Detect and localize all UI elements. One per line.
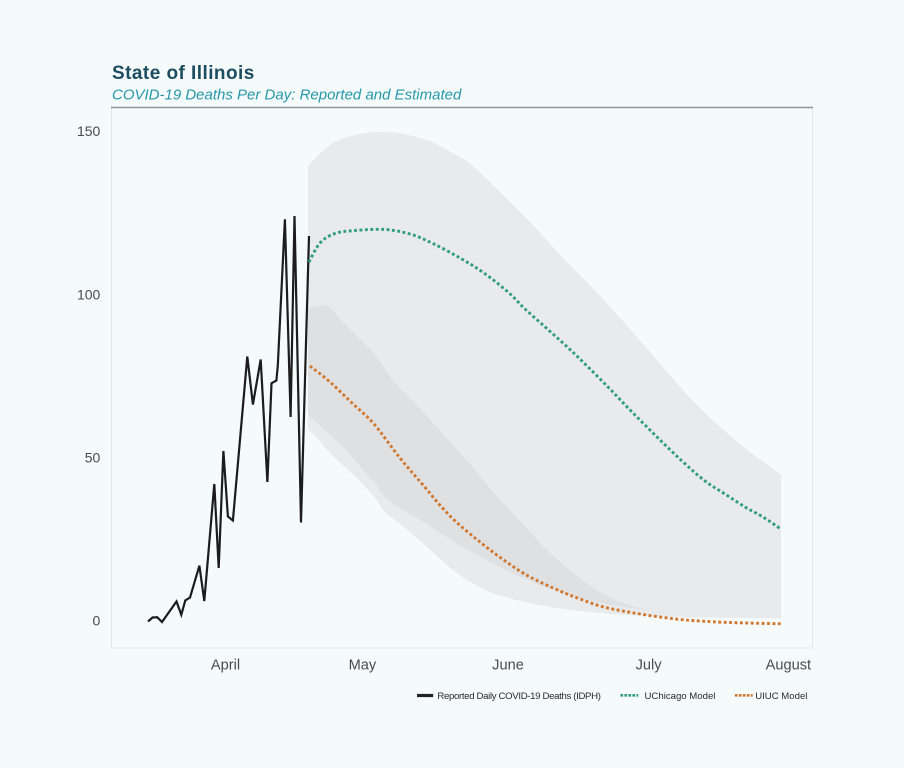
svg-text:0: 0 — [93, 613, 101, 629]
svg-text:Reported Daily COVID-19 Deaths: Reported Daily COVID-19 Deaths (IDPH) — [437, 691, 600, 702]
svg-text:100: 100 — [77, 286, 101, 302]
svg-text:May: May — [349, 657, 377, 673]
svg-text:July: July — [636, 657, 663, 673]
svg-text:April: April — [211, 657, 240, 673]
svg-text:50: 50 — [85, 450, 101, 466]
svg-text:State of Illinois: State of Illinois — [112, 63, 255, 84]
svg-text:150: 150 — [77, 123, 101, 139]
svg-text:UIUC Model: UIUC Model — [755, 691, 807, 702]
svg-text:June: June — [492, 657, 524, 673]
svg-text:COVID-19 Deaths Per Day: Repor: COVID-19 Deaths Per Day: Reported and Es… — [112, 87, 462, 104]
svg-text:August: August — [766, 657, 811, 673]
svg-text:UChicago Model: UChicago Model — [645, 691, 716, 702]
